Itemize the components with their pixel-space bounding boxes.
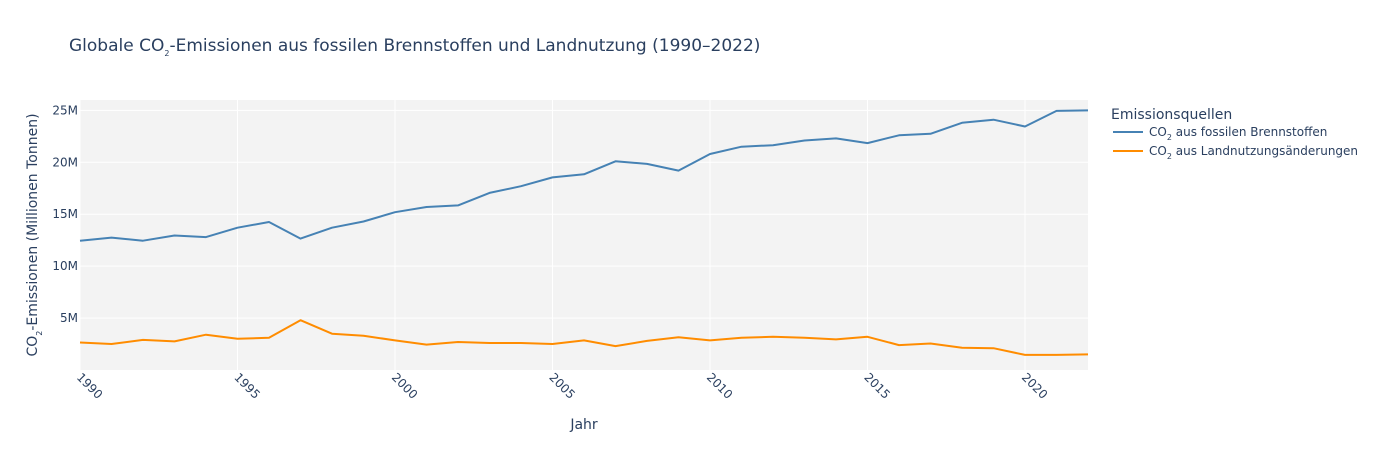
legend-label-fossil: CO2 aus fossilen Brennstoffen (1149, 125, 1327, 142)
x-tick-label: 2010 (704, 370, 735, 401)
plot-area (80, 100, 1088, 370)
series-line-fossil (79, 109, 1089, 242)
y-axis-title: CO2-Emissionen (Millionen Tonnen) (25, 113, 44, 356)
chart-title-suffix: -Emissionen aus fossilen Brennstoffen un… (169, 36, 760, 56)
y-tick-label: 20M (52, 155, 78, 169)
series-line-landuse (79, 319, 1089, 356)
x-tick-label: 2020 (1019, 370, 1050, 401)
x-tick-label: 2015 (861, 370, 892, 401)
legend-label-fossil-sub: 2 (1167, 133, 1172, 142)
x-tick-label: 1995 (231, 370, 262, 401)
chart-title: Globale CO2-Emissionen aus fossilen Bren… (69, 36, 760, 58)
grid-lines (79, 100, 1088, 370)
x-tick-label: 2005 (546, 370, 577, 401)
x-tick-label: 2000 (389, 370, 420, 401)
x-axis-title: Jahr (569, 417, 598, 433)
y-axis-title-prefix: CO (25, 336, 41, 357)
x-tick-label: 1990 (74, 370, 105, 401)
y-tick-label: 10M (52, 259, 78, 273)
y-axis-title-sub: 2 (35, 331, 44, 336)
x-axis-ticks: 1990 1995 2000 2005 2010 2015 2020 (74, 370, 1050, 401)
legend-label-fossil-prefix: CO (1149, 125, 1167, 139)
chart-title-prefix: Globale CO (69, 36, 164, 56)
legend-label-landuse-suffix: aus Landnutzungsänderungen (1172, 144, 1358, 158)
y-tick-label: 15M (52, 207, 78, 221)
legend-item-landuse[interactable]: CO2 aus Landnutzungsänderungen (1113, 144, 1358, 161)
legend-label-fossil-suffix: aus fossilen Brennstoffen (1172, 125, 1327, 139)
y-tick-label: 25M (52, 103, 78, 117)
legend-label-landuse-sub: 2 (1167, 152, 1172, 161)
legend-title: Emissionsquellen (1111, 107, 1232, 123)
legend-label-landuse: CO2 aus Landnutzungsänderungen (1149, 144, 1358, 161)
series-lines (79, 109, 1089, 356)
legend-label-landuse-prefix: CO (1149, 144, 1167, 158)
legend-item-fossil[interactable]: CO2 aus fossilen Brennstoffen (1113, 125, 1327, 142)
chart-title-sub: 2 (164, 49, 169, 58)
legend: Emissionsquellen CO2 aus fossilen Brenns… (1111, 107, 1358, 161)
y-axis-title-suffix: -Emissionen (Millionen Tonnen) (25, 113, 41, 330)
y-axis-ticks: 5M 10M 15M 20M 25M (52, 103, 78, 325)
y-tick-label: 5M (60, 311, 78, 325)
